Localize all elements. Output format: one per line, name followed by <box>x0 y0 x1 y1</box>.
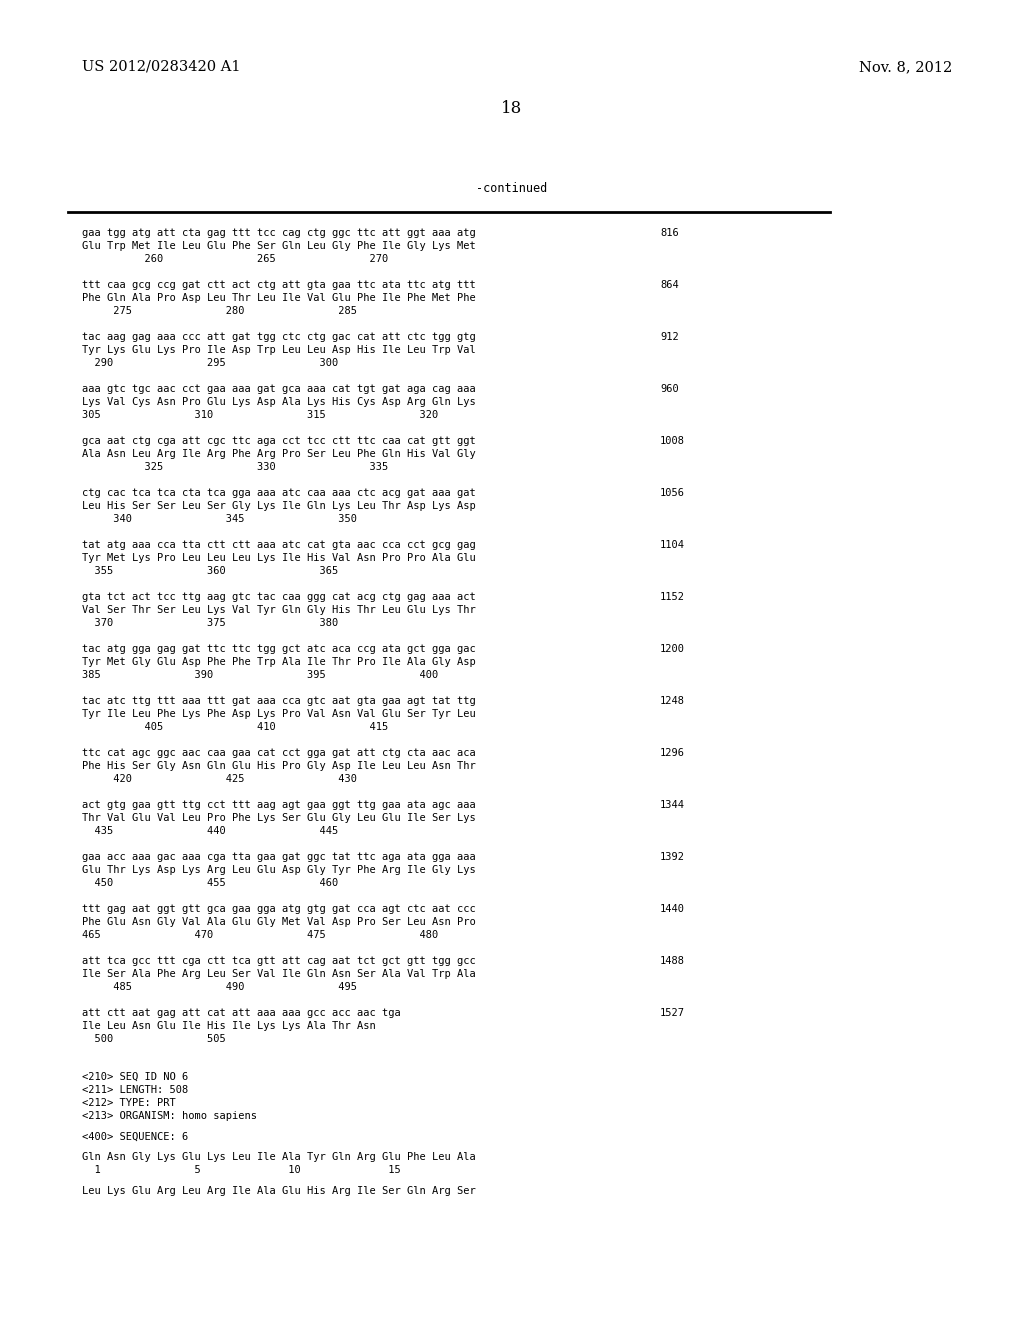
Text: tac aag gag aaa ccc att gat tgg ctc ctg gac cat att ctc tgg gtg: tac aag gag aaa ccc att gat tgg ctc ctg … <box>82 333 476 342</box>
Text: gta tct act tcc ttg aag gtc tac caa ggg cat acg ctg gag aaa act: gta tct act tcc ttg aag gtc tac caa ggg … <box>82 591 476 602</box>
Text: Lys Val Cys Asn Pro Glu Lys Asp Ala Lys His Cys Asp Arg Gln Lys: Lys Val Cys Asn Pro Glu Lys Asp Ala Lys … <box>82 397 476 407</box>
Text: ttt gag aat ggt gtt gca gaa gga atg gtg gat cca agt ctc aat ccc: ttt gag aat ggt gtt gca gaa gga atg gtg … <box>82 904 476 913</box>
Text: att tca gcc ttt cga ctt tca gtt att cag aat tct gct gtt tgg gcc: att tca gcc ttt cga ctt tca gtt att cag … <box>82 956 476 966</box>
Text: 1200: 1200 <box>660 644 685 653</box>
Text: <211> LENGTH: 508: <211> LENGTH: 508 <box>82 1085 188 1094</box>
Text: 1344: 1344 <box>660 800 685 810</box>
Text: 465               470               475               480: 465 470 475 480 <box>82 931 438 940</box>
Text: Nov. 8, 2012: Nov. 8, 2012 <box>859 59 952 74</box>
Text: Leu His Ser Ser Leu Ser Gly Lys Ile Gln Lys Leu Thr Asp Lys Asp: Leu His Ser Ser Leu Ser Gly Lys Ile Gln … <box>82 502 476 511</box>
Text: act gtg gaa gtt ttg cct ttt aag agt gaa ggt ttg gaa ata agc aaa: act gtg gaa gtt ttg cct ttt aag agt gaa … <box>82 800 476 810</box>
Text: 1296: 1296 <box>660 748 685 758</box>
Text: -continued: -continued <box>476 182 548 195</box>
Text: 420               425               430: 420 425 430 <box>82 774 357 784</box>
Text: 385               390               395               400: 385 390 395 400 <box>82 671 438 680</box>
Text: Leu Lys Glu Arg Leu Arg Ile Ala Glu His Arg Ile Ser Gln Arg Ser: Leu Lys Glu Arg Leu Arg Ile Ala Glu His … <box>82 1187 476 1196</box>
Text: gca aat ctg cga att cgc ttc aga cct tcc ctt ttc caa cat gtt ggt: gca aat ctg cga att cgc ttc aga cct tcc … <box>82 436 476 446</box>
Text: gaa acc aaa gac aaa cga tta gaa gat ggc tat ttc aga ata gga aaa: gaa acc aaa gac aaa cga tta gaa gat ggc … <box>82 851 476 862</box>
Text: 1440: 1440 <box>660 904 685 913</box>
Text: ttc cat agc ggc aac caa gaa cat cct gga gat att ctg cta aac aca: ttc cat agc ggc aac caa gaa cat cct gga … <box>82 748 476 758</box>
Text: Thr Val Glu Val Leu Pro Phe Lys Ser Glu Gly Leu Glu Ile Ser Lys: Thr Val Glu Val Leu Pro Phe Lys Ser Glu … <box>82 813 476 822</box>
Text: 1056: 1056 <box>660 488 685 498</box>
Text: 290               295               300: 290 295 300 <box>82 358 338 368</box>
Text: ctg cac tca tca cta tca gga aaa atc caa aaa ctc acg gat aaa gat: ctg cac tca tca cta tca gga aaa atc caa … <box>82 488 476 498</box>
Text: 355               360               365: 355 360 365 <box>82 566 338 576</box>
Text: 1527: 1527 <box>660 1008 685 1018</box>
Text: 1008: 1008 <box>660 436 685 446</box>
Text: Glu Thr Lys Asp Lys Arg Leu Glu Asp Gly Tyr Phe Arg Ile Gly Lys: Glu Thr Lys Asp Lys Arg Leu Glu Asp Gly … <box>82 865 476 875</box>
Text: Phe Gln Ala Pro Asp Leu Thr Leu Ile Val Glu Phe Ile Phe Met Phe: Phe Gln Ala Pro Asp Leu Thr Leu Ile Val … <box>82 293 476 304</box>
Text: ttt caa gcg ccg gat ctt act ctg att gta gaa ttc ata ttc atg ttt: ttt caa gcg ccg gat ctt act ctg att gta … <box>82 280 476 290</box>
Text: 816: 816 <box>660 228 679 238</box>
Text: Tyr Met Lys Pro Leu Leu Leu Lys Ile His Val Asn Pro Pro Ala Glu: Tyr Met Lys Pro Leu Leu Leu Lys Ile His … <box>82 553 476 564</box>
Text: Ile Leu Asn Glu Ile His Ile Lys Lys Ala Thr Asn: Ile Leu Asn Glu Ile His Ile Lys Lys Ala … <box>82 1020 376 1031</box>
Text: 1248: 1248 <box>660 696 685 706</box>
Text: 370               375               380: 370 375 380 <box>82 618 338 628</box>
Text: 325               330               335: 325 330 335 <box>82 462 388 473</box>
Text: 1               5              10              15: 1 5 10 15 <box>82 1166 400 1175</box>
Text: 340               345               350: 340 345 350 <box>82 513 357 524</box>
Text: gaa tgg atg att cta gag ttt tcc cag ctg ggc ttc att ggt aaa atg: gaa tgg atg att cta gag ttt tcc cag ctg … <box>82 228 476 238</box>
Text: 1488: 1488 <box>660 956 685 966</box>
Text: US 2012/0283420 A1: US 2012/0283420 A1 <box>82 59 241 74</box>
Text: tac atc ttg ttt aaa ttt gat aaa cca gtc aat gta gaa agt tat ttg: tac atc ttg ttt aaa ttt gat aaa cca gtc … <box>82 696 476 706</box>
Text: 275               280               285: 275 280 285 <box>82 306 357 315</box>
Text: 18: 18 <box>502 100 522 117</box>
Text: 912: 912 <box>660 333 679 342</box>
Text: 260               265               270: 260 265 270 <box>82 253 388 264</box>
Text: 500               505: 500 505 <box>82 1034 225 1044</box>
Text: 1152: 1152 <box>660 591 685 602</box>
Text: 864: 864 <box>660 280 679 290</box>
Text: Ile Ser Ala Phe Arg Leu Ser Val Ile Gln Asn Ser Ala Val Trp Ala: Ile Ser Ala Phe Arg Leu Ser Val Ile Gln … <box>82 969 476 979</box>
Text: 1104: 1104 <box>660 540 685 550</box>
Text: Tyr Met Gly Glu Asp Phe Phe Trp Ala Ile Thr Pro Ile Ala Gly Asp: Tyr Met Gly Glu Asp Phe Phe Trp Ala Ile … <box>82 657 476 667</box>
Text: 435               440               445: 435 440 445 <box>82 826 338 836</box>
Text: 1392: 1392 <box>660 851 685 862</box>
Text: Phe Glu Asn Gly Val Ala Glu Gly Met Val Asp Pro Ser Leu Asn Pro: Phe Glu Asn Gly Val Ala Glu Gly Met Val … <box>82 917 476 927</box>
Text: <400> SEQUENCE: 6: <400> SEQUENCE: 6 <box>82 1131 188 1142</box>
Text: 485               490               495: 485 490 495 <box>82 982 357 993</box>
Text: Phe His Ser Gly Asn Gln Glu His Pro Gly Asp Ile Leu Leu Asn Thr: Phe His Ser Gly Asn Gln Glu His Pro Gly … <box>82 762 476 771</box>
Text: att ctt aat gag att cat att aaa aaa gcc acc aac tga: att ctt aat gag att cat att aaa aaa gcc … <box>82 1008 400 1018</box>
Text: Tyr Ile Leu Phe Lys Phe Asp Lys Pro Val Asn Val Glu Ser Tyr Leu: Tyr Ile Leu Phe Lys Phe Asp Lys Pro Val … <box>82 709 476 719</box>
Text: aaa gtc tgc aac cct gaa aaa gat gca aaa cat tgt gat aga cag aaa: aaa gtc tgc aac cct gaa aaa gat gca aaa … <box>82 384 476 393</box>
Text: 450               455               460: 450 455 460 <box>82 878 338 888</box>
Text: Val Ser Thr Ser Leu Lys Val Tyr Gln Gly His Thr Leu Glu Lys Thr: Val Ser Thr Ser Leu Lys Val Tyr Gln Gly … <box>82 605 476 615</box>
Text: Ala Asn Leu Arg Ile Arg Phe Arg Pro Ser Leu Phe Gln His Val Gly: Ala Asn Leu Arg Ile Arg Phe Arg Pro Ser … <box>82 449 476 459</box>
Text: <212> TYPE: PRT: <212> TYPE: PRT <box>82 1098 176 1107</box>
Text: Gln Asn Gly Lys Glu Lys Leu Ile Ala Tyr Gln Arg Glu Phe Leu Ala: Gln Asn Gly Lys Glu Lys Leu Ile Ala Tyr … <box>82 1152 476 1163</box>
Text: tat atg aaa cca tta ctt ctt aaa atc cat gta aac cca cct gcg gag: tat atg aaa cca tta ctt ctt aaa atc cat … <box>82 540 476 550</box>
Text: <213> ORGANISM: homo sapiens: <213> ORGANISM: homo sapiens <box>82 1111 257 1121</box>
Text: <210> SEQ ID NO 6: <210> SEQ ID NO 6 <box>82 1072 188 1082</box>
Text: Glu Trp Met Ile Leu Glu Phe Ser Gln Leu Gly Phe Ile Gly Lys Met: Glu Trp Met Ile Leu Glu Phe Ser Gln Leu … <box>82 242 476 251</box>
Text: tac atg gga gag gat ttc ttc tgg gct atc aca ccg ata gct gga gac: tac atg gga gag gat ttc ttc tgg gct atc … <box>82 644 476 653</box>
Text: 405               410               415: 405 410 415 <box>82 722 388 733</box>
Text: 960: 960 <box>660 384 679 393</box>
Text: Tyr Lys Glu Lys Pro Ile Asp Trp Leu Leu Asp His Ile Leu Trp Val: Tyr Lys Glu Lys Pro Ile Asp Trp Leu Leu … <box>82 345 476 355</box>
Text: 305               310               315               320: 305 310 315 320 <box>82 411 438 420</box>
